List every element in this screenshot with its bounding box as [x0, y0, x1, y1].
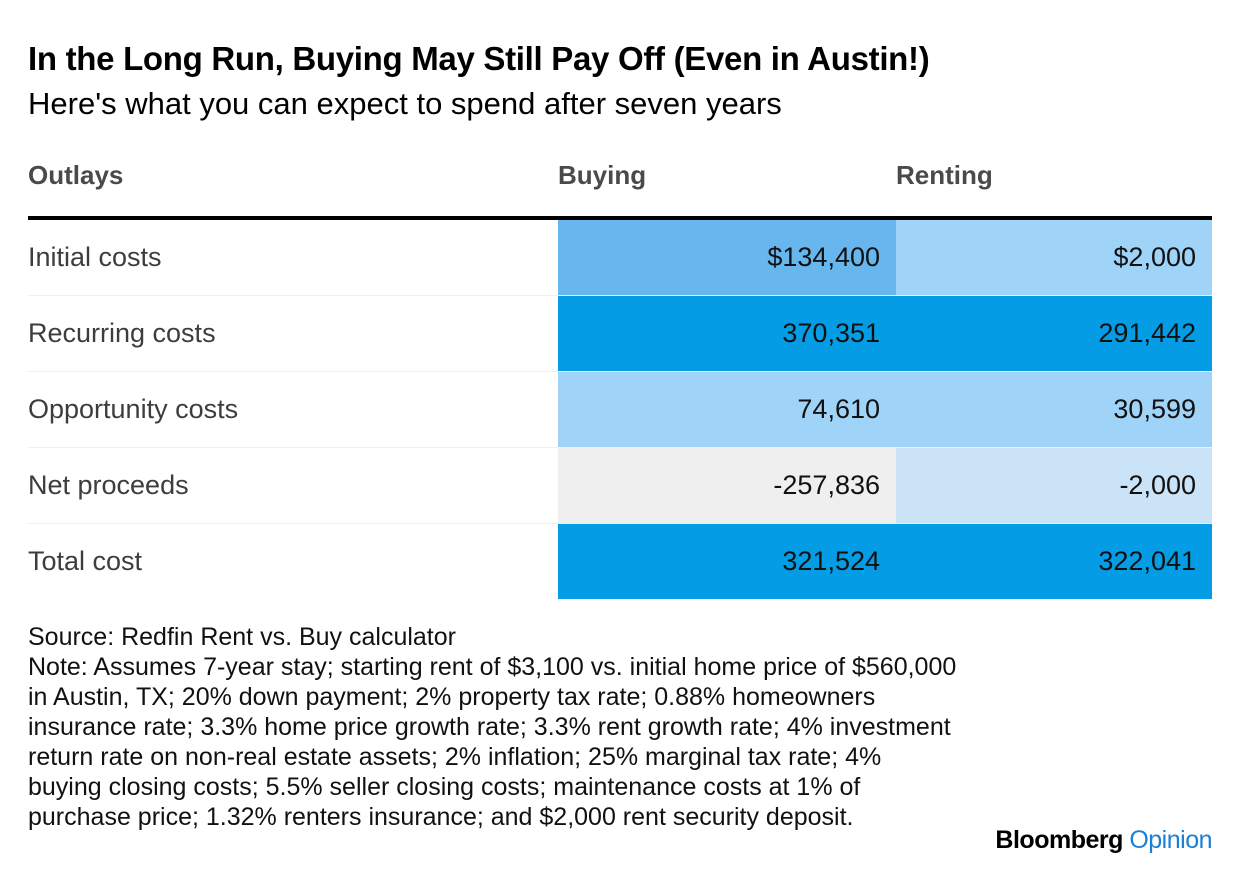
table-header: Outlays Buying Renting: [28, 150, 1212, 220]
cost-table: Outlays Buying Renting Initial costs $134…: [28, 150, 1212, 599]
bloomberg-opinion-logo: Bloomberg Opinion: [995, 826, 1212, 855]
source-note: Source: Redfin Rent vs. Buy calculator: [28, 623, 456, 651]
table-row: Initial costs $134,400 $2,000: [28, 220, 1212, 296]
renting-value-cell: 30,599: [896, 372, 1212, 447]
brand-section: Opinion: [1129, 826, 1212, 854]
row-label: Recurring costs: [28, 318, 216, 348]
row-label: Initial costs: [28, 242, 162, 272]
footer-notes: Source: Redfin Rent vs. Buy calculator N…: [28, 622, 958, 832]
table-row: Total cost 321,524 322,041: [28, 524, 1212, 599]
renting-value-cell: -2,000: [896, 448, 1212, 523]
renting-value-cell: 322,041: [896, 524, 1212, 599]
buying-value-cell: 74,610: [558, 372, 896, 447]
table-row: Opportunity costs 74,610 30,599: [28, 372, 1212, 448]
buying-value-cell: $134,400: [558, 220, 896, 295]
renting-value-cell: $2,000: [896, 220, 1212, 295]
table-body: Initial costs $134,400 $2,000 Recurring cos…: [28, 220, 1212, 599]
chart-subtitle: Here's what you can expect to spend afte…: [28, 86, 782, 121]
buying-value-cell: 321,524: [558, 524, 896, 599]
table-row: Recurring costs 370,351 291,442: [28, 296, 1212, 372]
brand-name: Bloomberg: [995, 826, 1123, 854]
column-header-outlays: Outlays: [28, 160, 124, 190]
column-header-buying: Buying: [558, 160, 647, 190]
row-label: Total cost: [28, 546, 143, 576]
row-label: Opportunity costs: [28, 394, 239, 424]
chart-title: In the Long Run, Buying May Still Pay Of…: [28, 40, 930, 77]
renting-value-cell: 291,442: [896, 296, 1212, 371]
buying-value-cell: 370,351: [558, 296, 896, 371]
column-header-renting: Renting: [896, 160, 993, 190]
assumptions-note: Note: Assumes 7-year stay; starting rent…: [28, 653, 957, 831]
buying-value-cell: -257,836: [558, 448, 896, 523]
row-label: Net proceeds: [28, 470, 189, 500]
table-row: Net proceeds -257,836 -2,000: [28, 448, 1212, 524]
